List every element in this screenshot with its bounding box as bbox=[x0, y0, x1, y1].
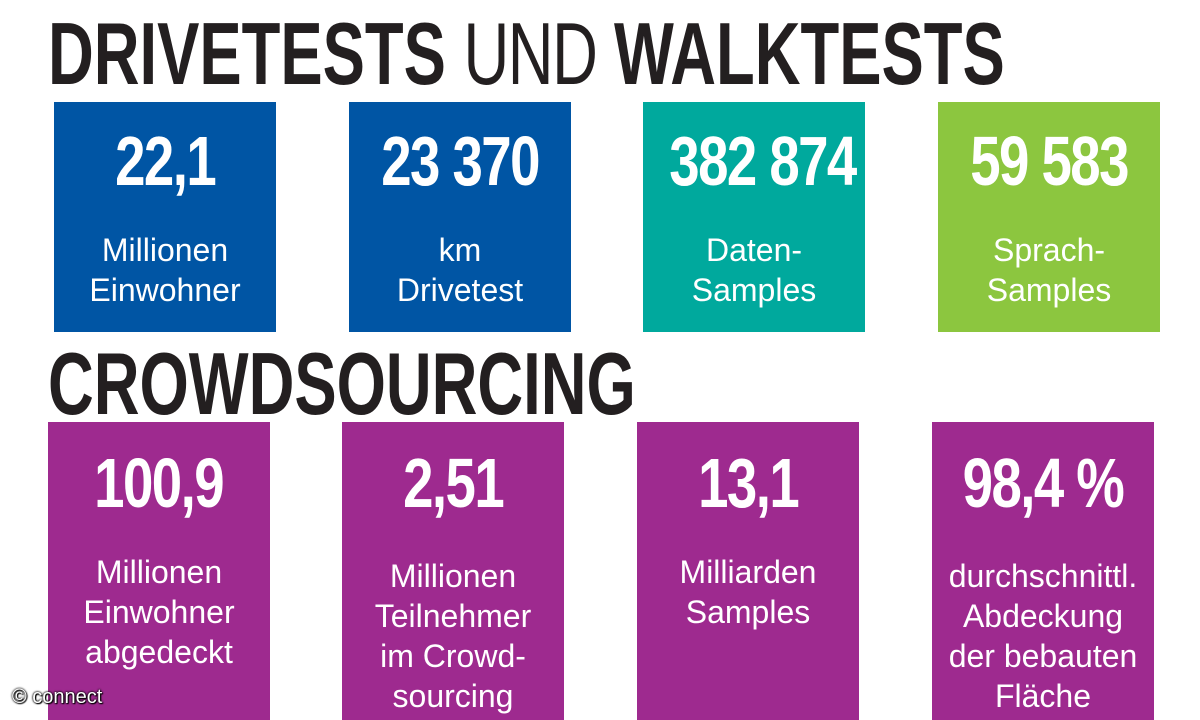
stat-label: km Drivetest bbox=[396, 232, 524, 308]
stat-label: Millionen Teilnehmer im Crowd- sourcing bbox=[374, 558, 532, 714]
stat-label: Sprach- Samples bbox=[986, 232, 1112, 308]
stat-label: durchschnittl. Abdeckung der bebauten Fl… bbox=[948, 558, 1138, 714]
stat-value: 382 874 bbox=[669, 122, 857, 200]
stat-card-milliarden-samples: 13,1 Milliarden Samples bbox=[637, 422, 859, 720]
stat-card-einwohner: 22,1 Millionen Einwohner bbox=[54, 102, 276, 332]
stat-value: 23 370 bbox=[381, 122, 540, 200]
stat-value: 100,9 bbox=[94, 444, 225, 522]
stat-value: 13,1 bbox=[697, 444, 800, 522]
heading-part-drivetests: DRIVETESTS bbox=[48, 4, 446, 103]
heading-part-walktests: WALKTESTS bbox=[613, 4, 1005, 103]
stat-label: Millionen Einwohner abgedeckt bbox=[83, 554, 235, 670]
stat-card-einwohner-abgedeckt: 100,9 Millionen Einwohner abgedeckt bbox=[48, 422, 270, 720]
heading-part-und: UND bbox=[463, 4, 597, 103]
stat-card-abdeckung: 98,4 % durchschnittl. Abdeckung der beba… bbox=[932, 422, 1154, 720]
copyright-credit: © connect bbox=[12, 686, 103, 708]
heading-drivetests-walktests: DRIVETESTS UND WALKTESTS bbox=[48, 10, 1005, 98]
stat-label: Milliarden Samples bbox=[679, 554, 817, 630]
stat-card-km-drivetest: 23 370 km Drivetest bbox=[349, 102, 571, 332]
stat-card-sprach-samples: 59 583 Sprach- Samples bbox=[938, 102, 1160, 332]
stat-card-teilnehmer: 2,51 Millionen Teilnehmer im Crowd- sour… bbox=[342, 422, 564, 720]
stat-label: Daten- Samples bbox=[691, 232, 817, 308]
stat-value: 98,4 % bbox=[962, 444, 1125, 522]
stat-value: 59 583 bbox=[970, 122, 1129, 200]
stat-label: Millionen Einwohner bbox=[89, 232, 241, 308]
heading-crowdsourcing: CROWDSOURCING bbox=[48, 334, 636, 433]
stat-card-daten-samples: 382 874 Daten- Samples bbox=[643, 102, 865, 332]
stat-value: 22,1 bbox=[114, 122, 217, 200]
stat-value: 2,51 bbox=[402, 444, 505, 522]
